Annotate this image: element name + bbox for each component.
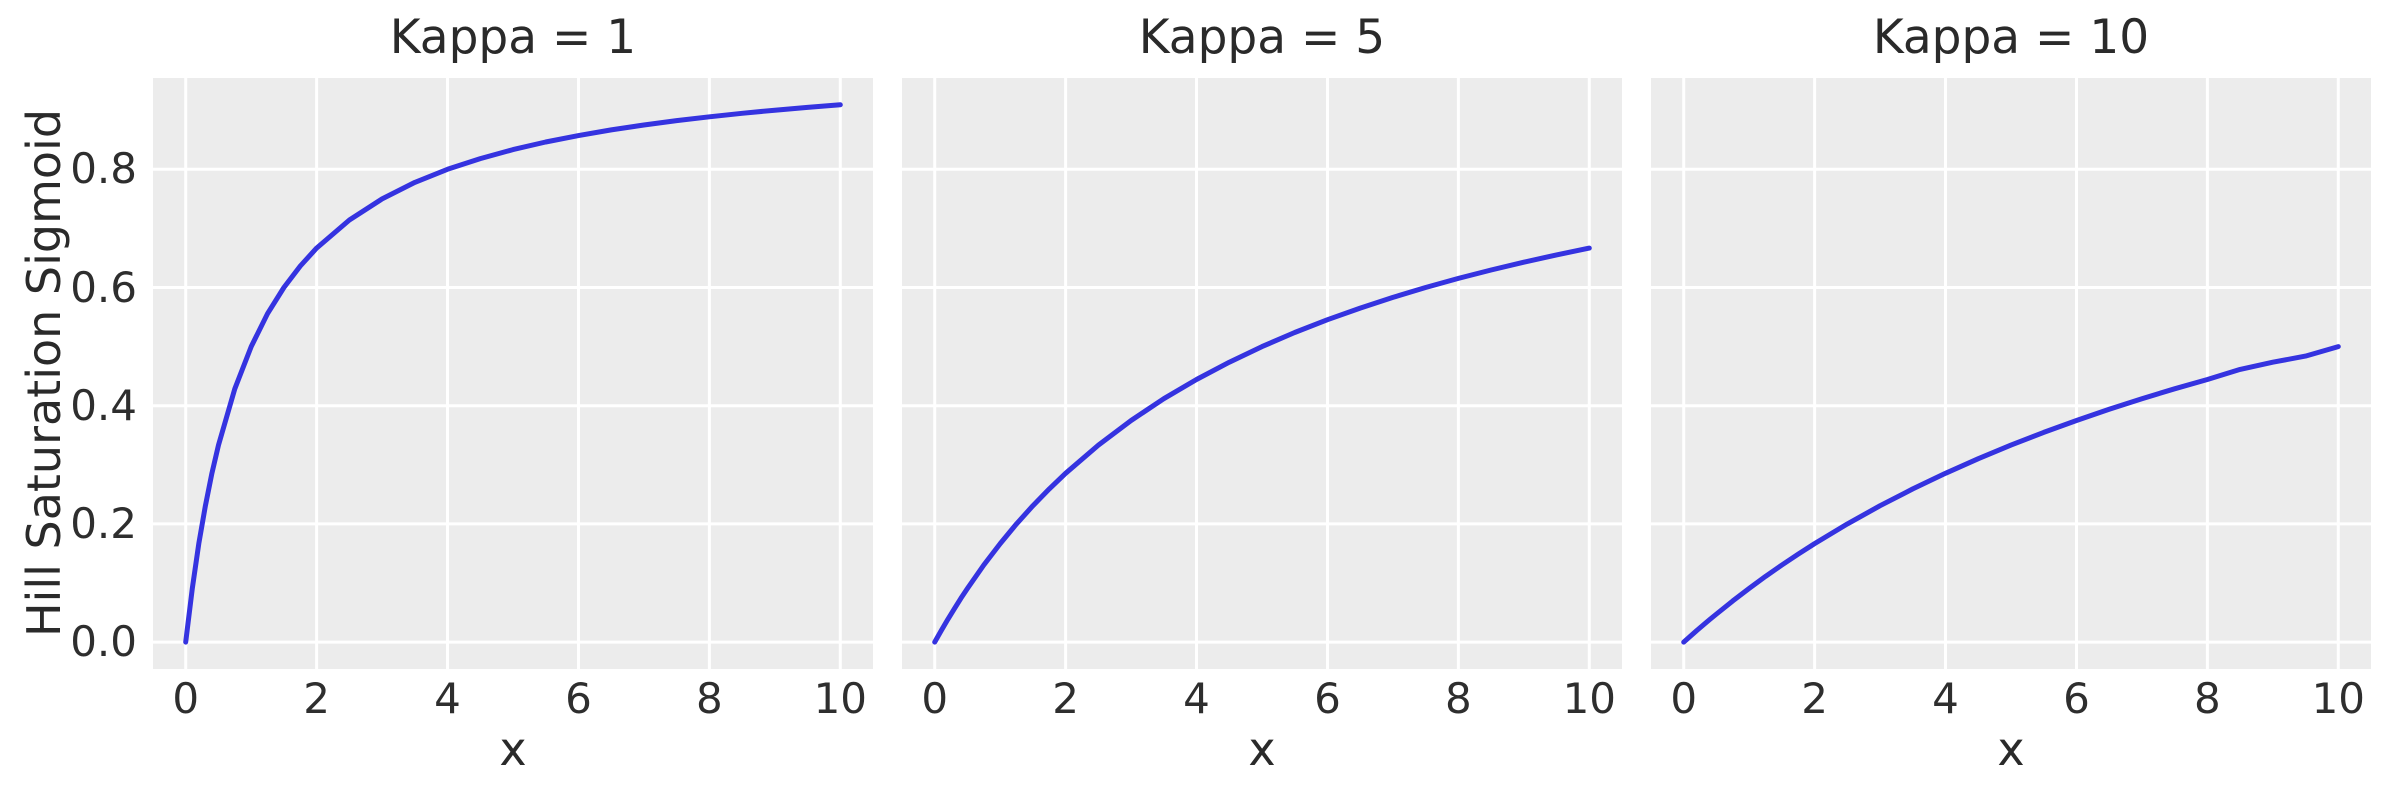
x-tick-label: 4 (1183, 674, 1210, 723)
x-tick-label: 0 (921, 674, 949, 723)
x-tick-label: 4 (434, 674, 461, 723)
x-tick-label: 2 (303, 674, 330, 723)
hill-curve (183, 102, 843, 645)
x-tick-label: 2 (1052, 674, 1079, 723)
y-tick-label: 0.6 (70, 262, 137, 312)
panel-background (902, 78, 1622, 669)
subplot-kappa-1: Kappa = 1 0 2 4 6 8 10 x (153, 12, 873, 772)
hill-curve (1681, 344, 2341, 645)
x-axis-tick-labels: 0 2 4 6 8 10 (1651, 78, 2371, 778)
x-tick-label: 0 (172, 674, 200, 723)
plot-area (1651, 78, 2371, 669)
hill-curve (932, 245, 1592, 645)
x-axis-label: x (1248, 722, 1276, 776)
x-tick-label: 2 (1801, 674, 1828, 723)
subplot-kappa-5: Kappa = 5 0 2 4 6 8 10 x (902, 12, 1622, 772)
x-tick-label: 8 (2194, 674, 2221, 723)
x-tick-label: 8 (696, 674, 723, 723)
x-axis-label: x (1997, 722, 2025, 776)
x-axis-tick-labels: 0 2 4 6 8 10 (153, 78, 873, 778)
plot-area (153, 78, 873, 669)
y-tick-label: 0.0 (70, 617, 137, 667)
subplot-title: Kappa = 1 (389, 10, 637, 65)
panel-background (153, 78, 873, 669)
y-axis-tick-labels: 0.0 0.2 0.4 0.6 0.8 (0, 0, 140, 800)
x-tick-label: 6 (1314, 674, 1341, 723)
x-tick-label: 8 (1445, 674, 1472, 723)
subplot-title: Kappa = 10 (1872, 10, 2150, 65)
plot-area (902, 78, 1622, 669)
x-tick-label: 0 (1670, 674, 1698, 723)
y-tick-label: 0.2 (70, 498, 137, 548)
y-tick-label: 0.4 (70, 380, 137, 430)
x-axis-label: x (499, 722, 527, 776)
y-tick-label: 0.8 (70, 144, 137, 194)
subplot-kappa-10: Kappa = 10 0 2 4 6 8 10 x (1651, 12, 2371, 772)
x-tick-label: 10 (813, 674, 868, 723)
x-tick-label: 10 (2311, 674, 2366, 723)
subplot-title: Kappa = 5 (1138, 10, 1386, 65)
x-tick-label: 6 (2063, 674, 2090, 723)
y-axis-label: Hill Saturation Sigmoid (17, 108, 71, 638)
x-tick-label: 10 (1562, 674, 1617, 723)
x-tick-label: 4 (1932, 674, 1959, 723)
x-axis-tick-labels: 0 2 4 6 8 10 (902, 78, 1622, 778)
x-tick-label: 6 (565, 674, 592, 723)
